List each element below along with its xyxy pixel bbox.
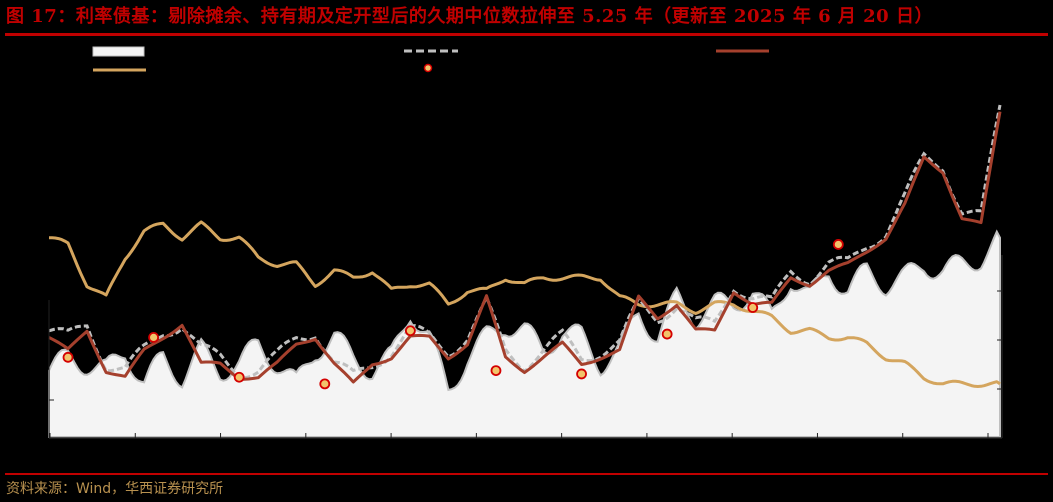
marker-dot — [747, 302, 759, 313]
marker-dot — [404, 325, 416, 337]
legend-item-dots — [423, 63, 433, 73]
source-note: 资料来源：Wind，华西证券研究所 — [6, 481, 224, 497]
title-divider — [5, 33, 1048, 36]
duration-area — [48, 229, 1001, 438]
smoothed-median-line — [48, 111, 1002, 384]
tan-line — [49, 220, 1001, 388]
legend-item-area — [92, 46, 145, 57]
footer-divider — [5, 473, 1048, 475]
marker-dot — [148, 331, 160, 343]
plot-area — [48, 104, 1002, 438]
marker-dot — [62, 351, 74, 363]
marker-dot — [319, 378, 331, 390]
x-axis-ticks — [49, 433, 989, 438]
marker-dot — [832, 239, 844, 250]
marker-dot — [490, 365, 502, 377]
chart-title: 图 17：利率债基：剔除摊余、持有期及定开型后的久期中位数拉伸至 5.25 年（… — [6, 6, 933, 27]
marker-dots — [62, 239, 844, 390]
marker-dot — [233, 371, 245, 383]
marker-dot — [661, 328, 673, 340]
axes — [48, 255, 1003, 439]
marker-dot — [576, 368, 587, 380]
legend — [92, 46, 769, 73]
